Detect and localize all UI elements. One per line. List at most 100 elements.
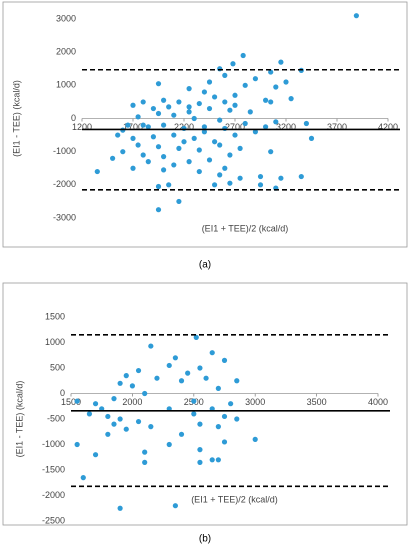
point: [278, 175, 284, 181]
point: [298, 173, 304, 180]
point: [123, 373, 129, 379]
point: [191, 411, 197, 417]
point: [135, 367, 142, 374]
panel-frame: [2, 282, 408, 526]
point: [197, 421, 203, 427]
point: [273, 119, 279, 125]
point: [209, 457, 215, 463]
point: [196, 168, 202, 175]
point: [161, 167, 167, 173]
y-tick-label: 500: [50, 362, 65, 372]
point: [186, 109, 192, 115]
point: [166, 362, 172, 369]
point: [135, 418, 142, 425]
point: [237, 175, 243, 181]
point: [217, 66, 223, 72]
x-tick-label: 4000: [368, 397, 388, 407]
point: [130, 102, 136, 108]
x-tick-label: 3200: [276, 122, 296, 132]
point: [117, 416, 123, 422]
point: [283, 79, 289, 85]
point: [228, 401, 234, 407]
x-tick-label: 2700: [225, 122, 245, 132]
point: [140, 152, 146, 158]
point: [234, 416, 240, 422]
x-tick-label: 1200: [72, 122, 92, 132]
y-tick-label: 3000: [56, 13, 76, 23]
point: [206, 79, 213, 85]
point: [178, 431, 185, 437]
point: [166, 104, 172, 110]
point: [166, 182, 172, 188]
point: [105, 431, 111, 437]
point: [74, 398, 80, 404]
point: [193, 334, 199, 340]
y-tick-label: -1000: [42, 439, 65, 449]
point: [191, 115, 197, 122]
point: [123, 426, 129, 432]
point: [268, 69, 274, 75]
y-tick-label: 1000: [45, 337, 65, 347]
point: [232, 92, 238, 98]
y-tick-label: 0: [71, 113, 76, 123]
point: [257, 173, 264, 180]
point: [212, 94, 218, 100]
point: [212, 182, 218, 188]
point: [155, 81, 162, 87]
point: [117, 380, 123, 386]
x-tick-label: 2000: [122, 397, 142, 407]
point: [155, 207, 162, 213]
point: [150, 105, 156, 112]
point: [201, 129, 207, 135]
point: [130, 135, 136, 141]
point: [176, 145, 182, 151]
point: [117, 505, 123, 511]
point: [186, 159, 192, 165]
point: [252, 129, 258, 135]
point: [135, 142, 141, 148]
point: [155, 110, 162, 117]
point: [155, 144, 162, 150]
point: [201, 124, 207, 130]
point: [148, 343, 154, 349]
point: [191, 398, 197, 404]
x-tick-label: 4200: [378, 122, 398, 132]
point: [171, 112, 177, 118]
point: [201, 89, 207, 95]
point: [80, 475, 86, 481]
point: [145, 124, 151, 130]
point: [176, 198, 182, 205]
point: [212, 139, 218, 145]
point: [181, 125, 187, 132]
point: [135, 114, 141, 120]
point: [268, 99, 274, 105]
point: [217, 172, 223, 178]
point: [232, 132, 238, 138]
point: [221, 357, 228, 363]
x-tick-label: 1500: [61, 397, 81, 407]
point: [227, 152, 233, 158]
point: [142, 390, 148, 397]
point: [186, 104, 192, 110]
point: [166, 441, 172, 448]
point: [206, 105, 213, 112]
point: [86, 411, 93, 417]
y-tick-label: -2000: [53, 179, 76, 189]
point: [105, 413, 111, 420]
point: [94, 168, 100, 175]
point: [203, 375, 209, 381]
point: [161, 154, 167, 160]
point: [196, 147, 202, 153]
x-tick-label: 1700: [123, 122, 143, 132]
y-tick-label: 2000: [56, 47, 76, 57]
point: [222, 72, 228, 78]
point: [227, 180, 233, 186]
y-tick-label: -1000: [53, 146, 76, 156]
point: [172, 503, 178, 509]
point: [278, 59, 284, 65]
point: [111, 396, 117, 402]
point: [263, 97, 269, 103]
point: [215, 424, 221, 430]
point: [237, 145, 243, 151]
